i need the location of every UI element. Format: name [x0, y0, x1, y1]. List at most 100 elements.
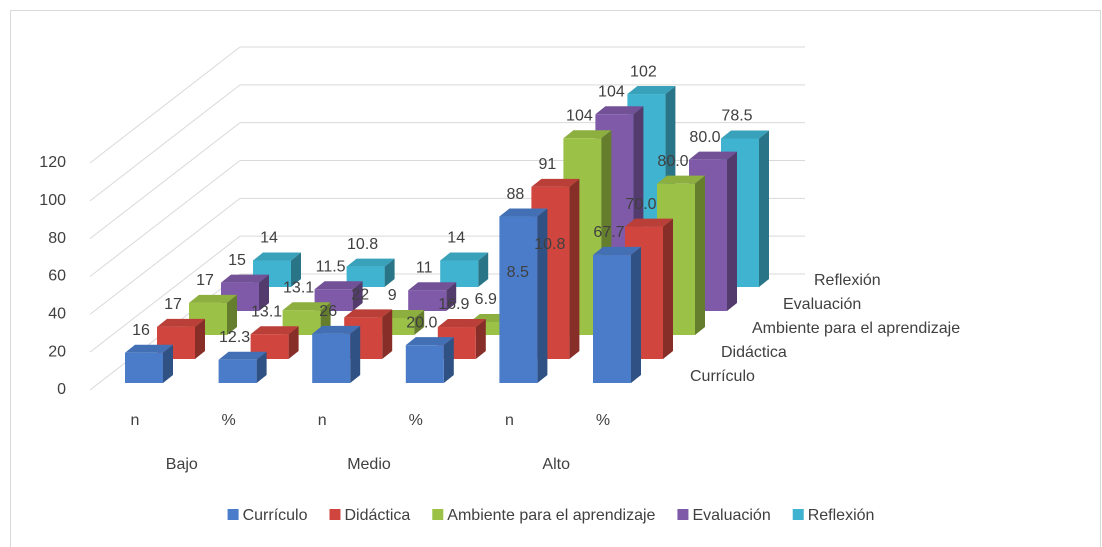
y-tick-label: 20 [48, 343, 66, 360]
legend-swatch [227, 509, 239, 520]
bar-side [759, 130, 769, 287]
y-tick-label: 60 [48, 268, 66, 285]
data-label: 78.5 [721, 108, 752, 125]
x-tick-label: n [318, 412, 327, 429]
bar-side [259, 274, 269, 311]
bar-side [414, 309, 425, 335]
bar-side [195, 318, 205, 359]
bar-top [657, 175, 705, 184]
bar-top [218, 351, 267, 360]
legend-swatch [432, 509, 444, 520]
group-label: Bajo [166, 456, 198, 473]
legend-swatch [329, 509, 341, 520]
bar-top [250, 326, 299, 335]
bar-top [625, 218, 673, 227]
bar [408, 290, 447, 311]
bar-side [163, 344, 173, 383]
data-label: 11 [416, 259, 433, 276]
grid-line [89, 84, 241, 202]
y-tick-label: 80 [48, 230, 66, 247]
bar-top [314, 281, 363, 290]
data-label: 10.8 [347, 236, 378, 253]
group-label: Alto [542, 456, 570, 473]
bar-top [405, 337, 454, 346]
y-tick-label: 40 [48, 306, 66, 323]
bar-side [727, 151, 737, 311]
bar-top [312, 325, 361, 334]
grid-line [89, 235, 241, 353]
bar-top [408, 282, 457, 291]
y-tick-label: 120 [39, 154, 66, 171]
series-axis-label: Reflexión [814, 272, 881, 289]
legend-label: Evaluación [692, 507, 770, 524]
data-label: 91 [539, 156, 557, 173]
bar-top [282, 302, 331, 311]
legend-label: Ambiente para el aprendizaje [447, 507, 655, 524]
data-label: 13.1 [251, 303, 282, 320]
data-label: 12.3 [219, 329, 250, 346]
bar-top [593, 246, 641, 255]
bar-side [288, 326, 299, 359]
series-axis-label: Currículo [690, 368, 755, 385]
grid-line [89, 197, 241, 315]
bar-top [157, 318, 205, 327]
bar-side [478, 252, 489, 287]
bar-side [631, 246, 641, 383]
x-tick-label: % [596, 412, 610, 429]
x-tick-label: n [131, 412, 140, 429]
bar [312, 333, 351, 383]
data-label: 8.5 [507, 264, 529, 281]
y-tick-label: 100 [39, 192, 66, 209]
bar-side [256, 351, 267, 383]
data-label: 13.1 [283, 279, 314, 296]
group-label: Medio [347, 456, 391, 473]
data-label: 80.0 [657, 153, 688, 170]
x-tick-label: n [505, 412, 514, 429]
x-tick-label: % [409, 412, 423, 429]
bar-top [437, 319, 486, 328]
chart-border [10, 10, 1101, 547]
bar-side [695, 175, 705, 335]
bar-top [344, 309, 393, 318]
bar-top [689, 151, 737, 160]
x-tick-label: % [221, 412, 235, 429]
data-label: 70.0 [625, 196, 656, 213]
bar-top [595, 106, 644, 115]
bar-side [537, 208, 548, 383]
data-label: 6.9 [475, 291, 497, 308]
bar-side [475, 319, 486, 359]
bar-side [384, 258, 395, 287]
y-tick-label: 0 [57, 381, 66, 398]
data-label: 17 [196, 272, 214, 289]
bar-top [531, 178, 580, 187]
bar [218, 359, 257, 383]
bar-top [253, 252, 301, 261]
bar-top [721, 130, 769, 139]
bar-side [350, 325, 361, 383]
bar-top [627, 86, 676, 95]
bar-side [443, 337, 454, 383]
data-label: 10.8 [534, 236, 565, 253]
bar-top [125, 344, 173, 353]
bar-top [221, 274, 269, 283]
bar-side [569, 178, 580, 359]
data-label: 16 [132, 322, 150, 339]
data-label: 14 [447, 230, 465, 247]
data-label: 104 [566, 107, 593, 124]
data-label: 20.0 [406, 314, 437, 331]
bar-side [382, 309, 393, 359]
series-axis-label: Didáctica [721, 344, 787, 361]
data-label: 16.9 [438, 296, 469, 313]
bar-side [663, 218, 673, 359]
data-label: 102 [630, 63, 657, 80]
data-label: 9 [388, 287, 397, 304]
bar-side [227, 294, 237, 335]
data-label: 17 [164, 296, 182, 313]
bar-side [291, 252, 301, 287]
series-axis-label: Evaluación [783, 296, 861, 313]
legend-label: Reflexión [808, 507, 875, 524]
bar-top [346, 258, 395, 267]
bar [499, 216, 538, 383]
legend-label: Currículo [243, 507, 308, 524]
